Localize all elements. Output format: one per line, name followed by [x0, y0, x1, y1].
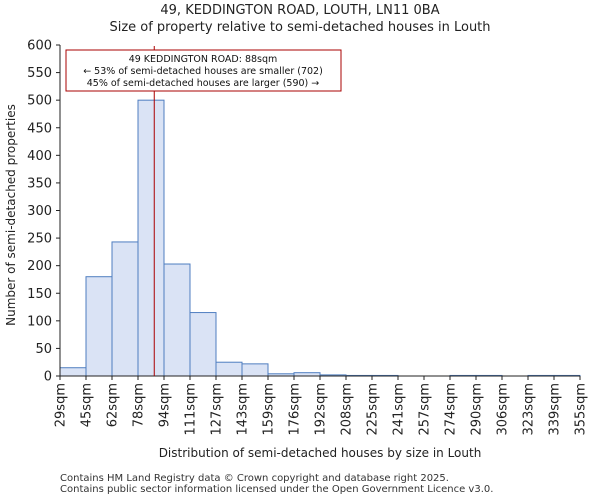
x-tick-label-45sqm: 45sqm [80, 383, 95, 427]
x-tick-label-176sqm: 176sqm [288, 383, 303, 436]
chart-title: 49, KEDDINGTON ROAD, LOUTH, LN11 0BA [160, 3, 440, 18]
bar-62sqm [111, 241, 139, 377]
y-tick-label-150: 150 [27, 287, 52, 302]
x-tick-label-111sqm: 111sqm [184, 383, 199, 436]
y-tick-label-500: 500 [27, 94, 52, 109]
x-tick-label-355sqm: 355sqm [574, 383, 589, 436]
annotation-line-3: 45% of semi-detached houses are larger (… [87, 78, 320, 89]
footer-line-2: Contains public sector information licen… [60, 484, 494, 495]
x-tick-label-241sqm: 241sqm [392, 383, 407, 436]
bar-127sqm [215, 361, 243, 377]
y-tick-label-550: 550 [27, 66, 52, 81]
x-tick-label-94sqm: 94sqm [158, 383, 173, 427]
x-tick-label-159sqm: 159sqm [262, 383, 277, 436]
chart-subtitle: Size of property relative to semi-detach… [109, 20, 491, 35]
annotation-border [65, 49, 342, 92]
x-axis-label: Distribution of semi-detached houses by … [158, 446, 482, 460]
bar-94sqm [163, 263, 191, 377]
bar-78sqm [137, 99, 165, 377]
x-tick-label-143sqm: 143sqm [236, 383, 251, 436]
x-tick-label-323sqm: 323sqm [522, 383, 537, 436]
annotation-line-2: ← 53% of semi-detached houses are smalle… [83, 66, 323, 77]
x-tick-label-78sqm: 78sqm [132, 383, 147, 427]
x-tick-label-274sqm: 274sqm [444, 383, 459, 436]
x-tick-label-29sqm: 29sqm [54, 383, 69, 427]
x-tick-label-306sqm: 306sqm [496, 383, 511, 436]
x-tick-label-257sqm: 257sqm [418, 383, 433, 436]
y-tick-label-250: 250 [27, 232, 52, 247]
x-tick-label-127sqm: 127sqm [210, 383, 225, 436]
y-tick-label-300: 300 [27, 204, 52, 219]
y-axis-label: Number of semi-detached properties [4, 104, 18, 326]
x-tick-label-290sqm: 290sqm [470, 383, 485, 436]
bar-111sqm [189, 312, 217, 377]
x-tick-label-208sqm: 208sqm [340, 383, 355, 436]
annotation-box: 49 KEDDINGTON ROAD: 88sqm ← 53% of semi-… [65, 49, 342, 92]
x-tick-label-225sqm: 225sqm [366, 383, 381, 436]
y-tick-label-100: 100 [27, 314, 52, 329]
x-tick-label-339sqm: 339sqm [548, 383, 563, 436]
x-tick-label-62sqm: 62sqm [106, 383, 121, 427]
y-tick-label-600: 600 [27, 39, 52, 54]
y-tick-label-50: 50 [35, 342, 52, 357]
y-tick-label-0: 0 [44, 370, 52, 385]
y-tick-label-350: 350 [27, 176, 52, 191]
bar-29sqm [59, 367, 87, 377]
y-tick-label-450: 450 [27, 121, 52, 136]
x-tick-label-192sqm: 192sqm [314, 383, 329, 436]
footer-line-1: Contains HM Land Registry data © Crown c… [60, 473, 449, 484]
annotation-line-1: 49 KEDDINGTON ROAD: 88sqm [129, 54, 278, 65]
bar-45sqm [85, 276, 113, 377]
y-tick-label-400: 400 [27, 149, 52, 164]
bar-143sqm [241, 363, 269, 377]
y-tick-label-200: 200 [27, 259, 52, 274]
